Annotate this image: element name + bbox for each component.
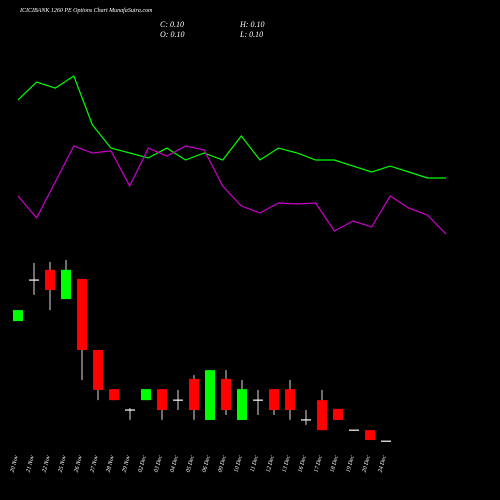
candle-body bbox=[141, 389, 151, 401]
x-tick-label: 12 Dec bbox=[266, 455, 276, 473]
x-tick-label: 25 Nov bbox=[58, 455, 68, 473]
candle-body bbox=[109, 389, 119, 401]
x-tick-label: 05 Dec bbox=[186, 455, 196, 473]
candle-body bbox=[221, 378, 231, 411]
x-tick-label: 13 Dec bbox=[282, 455, 292, 473]
x-tick-label: 21 Nov bbox=[26, 455, 36, 473]
x-tick-label: 09 Dec bbox=[218, 455, 228, 473]
candle-body bbox=[189, 378, 199, 411]
x-tick-label: 26 Nov bbox=[74, 455, 84, 473]
x-tick-label: 22 Nov bbox=[42, 455, 52, 473]
candle-body bbox=[61, 269, 71, 300]
open-label: O: 0.10 bbox=[160, 30, 184, 39]
candle-body bbox=[205, 370, 215, 420]
high-label: H: 0.10 bbox=[239, 20, 264, 29]
candle-body bbox=[77, 278, 87, 350]
candle-body bbox=[317, 400, 327, 431]
candle-body bbox=[333, 408, 343, 420]
x-tick-label: 24 Dec bbox=[377, 454, 388, 473]
x-tick-label: 02 Dec bbox=[138, 455, 148, 473]
x-tick-label: 16 Dec bbox=[298, 455, 308, 473]
indicator-line bbox=[17, 145, 447, 235]
candle-body bbox=[237, 389, 247, 420]
x-tick-label: 28 Nov bbox=[106, 455, 116, 473]
indicator-line bbox=[17, 75, 446, 179]
candle-body bbox=[157, 389, 167, 411]
x-tick-label: 03 Dec bbox=[154, 455, 164, 473]
x-tick-label: 04 Dec bbox=[169, 454, 180, 473]
x-tick-label: 27 Nov bbox=[90, 455, 100, 473]
x-tick-label: 11 Dec bbox=[250, 455, 260, 473]
candle-body bbox=[45, 269, 55, 290]
candle-body bbox=[269, 389, 279, 411]
x-tick-label: 17 Dec bbox=[314, 455, 324, 473]
candle-body bbox=[13, 310, 23, 322]
chart-title: ICICIBANK 1260 PE Options Chart MunafaSu… bbox=[19, 7, 153, 14]
x-tick-label: 18 Dec bbox=[330, 455, 340, 473]
x-tick-label: 10 Dec bbox=[234, 455, 244, 473]
x-tick-label: 19 Dec bbox=[346, 455, 356, 473]
close-label: C: 0.10 bbox=[160, 20, 184, 29]
x-tick-label: 06 Dec bbox=[202, 455, 212, 473]
x-tick-label: 20 Nov bbox=[10, 455, 20, 473]
candle-body bbox=[93, 350, 103, 390]
candle-body bbox=[365, 430, 375, 441]
candle-body bbox=[285, 389, 295, 411]
low-label: L: 0.10 bbox=[239, 30, 263, 39]
x-tick-label: 20 Dec bbox=[362, 455, 372, 473]
x-tick-label: 29 Nov bbox=[122, 455, 132, 473]
